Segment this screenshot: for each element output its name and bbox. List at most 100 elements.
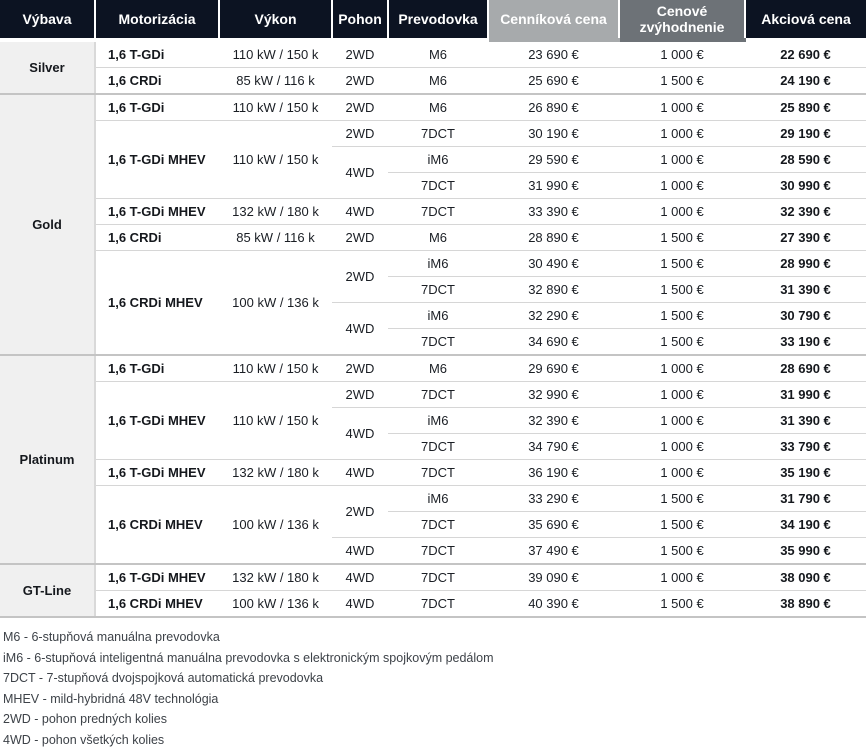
cell-promo: 30 790 € (745, 302, 866, 329)
footnote-2wd: 2WD - pohon predných kolies (3, 712, 167, 726)
table-row: 7DCT 35 690 €1 500 €34 190 € (0, 511, 866, 538)
cell-discount: 1 000 € (619, 407, 745, 434)
table-row: 4WD iM6 32 290 €1 500 €30 790 € (0, 302, 866, 356)
cell-trans: M6 (388, 67, 488, 95)
cell-promo: 24 190 € (745, 67, 866, 95)
cell-discount: 1 000 € (619, 459, 745, 486)
cell-discount: 1 000 € (619, 198, 745, 225)
cell-engine: 1,6 CRDi MHEV (95, 485, 219, 565)
cell-trans: M6 (388, 94, 488, 121)
col-header-power: Výkon (218, 0, 332, 42)
cell-discount: 1 000 € (619, 355, 745, 382)
cell-promo: 35 190 € (745, 459, 866, 486)
cell-power: 110 kW / 150 k (219, 355, 332, 382)
table-row: 1,6 T-GDi MHEV 132 kW / 180 k 4WD 7DCT 36 19… (0, 459, 866, 486)
cell-promo: 31 390 € (745, 407, 866, 434)
cell-drive: 2WD (332, 250, 388, 303)
cell-promo: 22 690 € (745, 40, 866, 68)
cell-power: 110 kW / 150 k (219, 381, 332, 460)
cell-list: 30 490 € (488, 250, 619, 277)
cell-discount: 1 500 € (619, 302, 745, 329)
cell-engine: 1,6 CRDi MHEV (95, 590, 219, 618)
cell-trans: M6 (388, 224, 488, 251)
cell-trans: 7DCT (388, 590, 488, 618)
table-row: 1,6 CRDi MHEV 100 kW / 136 k 2WD iM6 33 290 … (0, 485, 866, 565)
cell-list: 23 690 € (488, 40, 619, 68)
cell-drive: 4WD (332, 537, 388, 565)
cell-engine: 1,6 T-GDi MHEV (95, 381, 219, 460)
cell-trans: iM6 (388, 250, 488, 277)
table-row: 1,6 T-GDi MHEV 110 kW / 150 k 2WD 7DCT 32 99… (0, 381, 866, 460)
cell-trim: Silver (0, 40, 96, 95)
cell-discount: 1 000 € (619, 172, 745, 199)
col-header-drive: Pohon (331, 0, 388, 42)
footnote-4wd: 4WD - pohon všetkých kolies (3, 732, 165, 747)
cell-trans: 7DCT (388, 172, 488, 199)
cell-drive: 4WD (332, 146, 388, 199)
cell-drive: 2WD (332, 485, 388, 538)
table-row: 1,6 CRDi 85 kW / 116 k 2WD M6 28 890 €1 500 … (0, 224, 866, 251)
cell-discount: 1 000 € (619, 433, 745, 460)
cell-list: 32 390 € (488, 407, 619, 434)
cell-discount: 1 500 € (619, 511, 745, 538)
table-row: 4WD iM6 29 590 €1 000 €28 590 € (0, 146, 866, 199)
cell-trans: 7DCT (388, 328, 488, 356)
cell-power: 110 kW / 150 k (219, 94, 332, 121)
cell-drive: 2WD (332, 40, 388, 68)
price-table: Výbava Motorizácia Výkon Pohon Prevodovk… (0, 0, 866, 618)
table-row: Silver 1,6 T-GDi 110 kW / 150 k 2WD M6 23 690… (0, 40, 866, 95)
cell-promo: 35 990 € (745, 537, 866, 565)
cell-power: 132 kW / 180 k (219, 564, 332, 591)
cell-trans: 7DCT (388, 276, 488, 303)
cell-power: 85 kW / 116 k (219, 67, 332, 95)
cell-list: 40 390 € (488, 590, 619, 618)
cell-drive: 4WD (332, 198, 388, 225)
cell-list: 39 090 € (488, 564, 619, 591)
cell-drive: 2WD (332, 67, 388, 95)
cell-engine: 1,6 CRDi (95, 224, 219, 251)
cell-drive: 2WD (332, 381, 388, 408)
col-header-list-price: Cenníková cena (487, 0, 619, 42)
cell-drive: 4WD (332, 459, 388, 486)
col-header-transmission: Prevodovka (387, 0, 488, 42)
cell-promo: 28 590 € (745, 146, 866, 173)
cell-trans: iM6 (388, 407, 488, 434)
cell-discount: 1 000 € (619, 94, 745, 121)
cell-promo: 34 190 € (745, 511, 866, 538)
footnote-7dct: 7DCT - 7-stupňová dvojspojková automatic… (3, 671, 324, 685)
cell-list: 26 890 € (488, 94, 619, 121)
table-row: 7DCT 34 790 €1 000 €33 790 € (0, 433, 866, 460)
cell-list: 28 890 € (488, 224, 619, 251)
cell-discount: 1 000 € (619, 564, 745, 591)
cell-discount: 1 500 € (619, 537, 745, 565)
cell-trans: 7DCT (388, 381, 488, 408)
cell-list: 32 290 € (488, 302, 619, 329)
header-row: Výbava Motorizácia Výkon Pohon Prevodovk… (0, 0, 866, 42)
cell-engine: 1,6 T-GDi MHEV (95, 120, 219, 199)
cell-promo: 28 690 € (745, 355, 866, 382)
cell-list: 32 990 € (488, 381, 619, 408)
cell-drive: 4WD (332, 407, 388, 460)
cell-engine: 1,6 T-GDi MHEV (95, 198, 219, 225)
col-header-discount: Cenové zvýhodnenie (618, 0, 745, 42)
cell-trans: M6 (388, 40, 488, 68)
cell-list: 33 390 € (488, 198, 619, 225)
price-table-header: Výbava Motorizácia Výkon Pohon Prevodovk… (0, 0, 866, 42)
table-row: 4WD iM6 32 390 €1 000 €31 390 € (0, 407, 866, 460)
cell-trans: 7DCT (388, 120, 488, 147)
cell-list: 34 690 € (488, 328, 619, 356)
cell-list: 34 790 € (488, 433, 619, 460)
cell-promo: 31 390 € (745, 276, 866, 303)
cell-trans: M6 (388, 355, 488, 382)
cell-promo: 30 990 € (745, 172, 866, 199)
cell-promo: 33 790 € (745, 433, 866, 460)
cell-drive: 4WD (332, 564, 388, 591)
cell-engine: 1,6 T-GDi MHEV (95, 459, 219, 486)
cell-list: 29 690 € (488, 355, 619, 382)
cell-discount: 1 000 € (619, 120, 745, 147)
cell-promo: 27 390 € (745, 224, 866, 251)
cell-promo: 29 190 € (745, 120, 866, 147)
cell-drive: 2WD (332, 355, 388, 382)
cell-promo: 33 190 € (745, 328, 866, 356)
